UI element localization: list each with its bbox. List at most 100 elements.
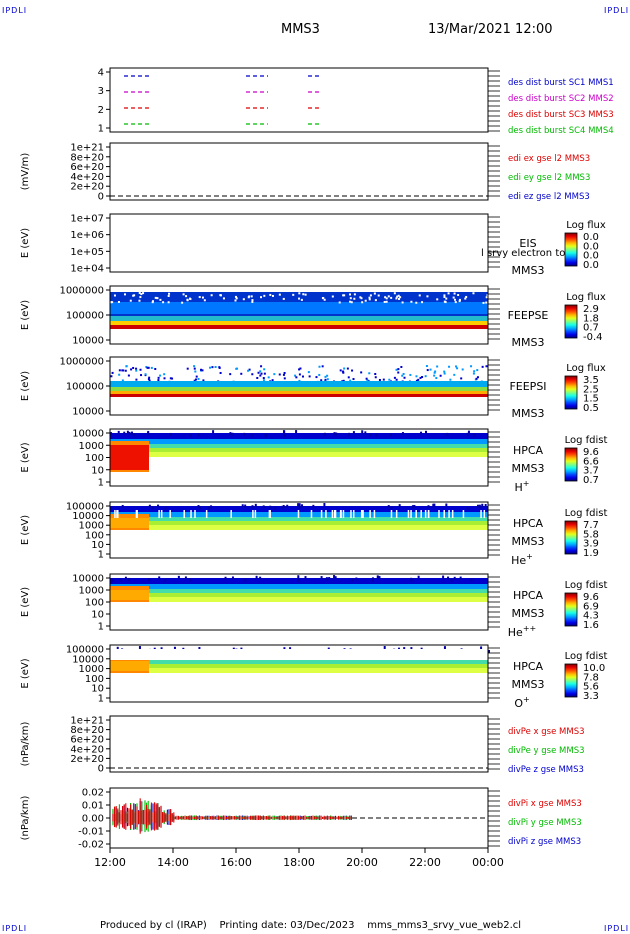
flux-speck — [118, 373, 121, 376]
flux-speck — [436, 365, 439, 368]
flux-speck — [294, 374, 297, 377]
spectrum-speck — [244, 504, 247, 508]
y-tick-label: 1e+06 — [70, 230, 104, 241]
flux-speck — [171, 377, 174, 380]
flux-speck — [168, 292, 171, 295]
y-tick-label: 1 — [98, 478, 104, 489]
y-tick-label: 4 — [98, 68, 104, 79]
y-tick-label: 1000 — [79, 441, 104, 452]
flux-speck — [315, 376, 318, 379]
flux-speck — [140, 293, 143, 296]
spectrum-speck — [160, 647, 163, 651]
spectrum-speck — [411, 505, 414, 509]
flux-speck — [142, 292, 145, 295]
y-axis-label: E (eV) — [20, 300, 31, 330]
colorbar-label: 9.6 — [583, 447, 599, 458]
spectrum-speck — [364, 431, 367, 435]
spectrum-speck — [124, 576, 127, 580]
spectrum-gap — [410, 510, 412, 518]
y-axis-label: E (eV) — [20, 371, 31, 401]
flux-speck — [121, 379, 124, 382]
spectrum-gap — [160, 510, 163, 518]
flux-speck — [123, 293, 126, 296]
colorbar-label: 0.0 — [583, 232, 599, 243]
spectrum-gap — [451, 510, 454, 518]
spectrum-speck — [467, 430, 470, 434]
spectrum-speck — [151, 506, 154, 510]
legend-entry: edi ey gse l2 MMS3 — [508, 173, 590, 183]
y-tick-label: 6e+20 — [70, 162, 104, 173]
spectrum-speck — [325, 577, 328, 581]
flux-speck — [443, 295, 446, 298]
flux-speck — [110, 301, 113, 304]
flux-band — [110, 316, 488, 321]
flux-speck — [201, 369, 204, 372]
spacecraft-title: MMS3 — [281, 22, 320, 37]
spectrum-gap — [158, 510, 160, 518]
colorbar — [564, 663, 578, 698]
flux-speck — [361, 301, 364, 304]
spectrum-gap — [480, 510, 482, 518]
spectrum-band — [110, 433, 488, 441]
colorbar-label: 0.0 — [583, 241, 599, 252]
flux-speck — [359, 296, 362, 299]
flux-speck — [347, 376, 350, 379]
flux-speck — [397, 371, 400, 374]
spectrum-speck — [207, 506, 210, 510]
colorbar-title: Log fdist — [565, 508, 608, 519]
flux-speck — [395, 297, 398, 300]
flux-speck — [403, 376, 406, 379]
spectrum-speck — [398, 504, 401, 508]
spectrum-gap — [169, 510, 171, 518]
flux-speck — [234, 299, 237, 302]
flux-speck — [209, 366, 212, 369]
flux-speck — [250, 295, 253, 298]
spectrum-band — [110, 664, 488, 668]
flux-speck — [110, 375, 113, 378]
spectrum-speck — [297, 575, 300, 579]
spectrum-speck — [466, 432, 469, 436]
datetime-title: 13/Mar/2021 12:00 — [428, 22, 553, 37]
spectrum-speck — [371, 578, 374, 582]
spectrum-speck — [130, 431, 133, 435]
colorbar-label: 6.6 — [583, 456, 599, 467]
flux-speck — [167, 301, 170, 304]
legend-entry: des dist burst SC4 MMS4 — [508, 126, 614, 136]
flux-speck — [145, 365, 148, 368]
spectrum-speck — [198, 647, 201, 651]
flux-speck — [397, 294, 400, 297]
flux-speck — [425, 365, 428, 368]
spectrum-speck — [447, 576, 450, 580]
spectrum-speck — [333, 432, 336, 436]
flux-speck — [321, 365, 324, 368]
y-tick-label: 0.02 — [82, 788, 104, 799]
flux-speck — [395, 378, 398, 381]
flux-speck — [426, 295, 429, 298]
flux-speck — [476, 376, 479, 379]
flux-speck — [342, 379, 345, 382]
spectrum-speck — [361, 430, 364, 434]
flux-speck — [374, 376, 377, 379]
flux-speck — [111, 301, 114, 304]
flux-speck — [382, 378, 385, 381]
early-block — [110, 445, 149, 470]
spectrum-speck — [323, 432, 326, 436]
spacecraft-label: MMS3 — [512, 336, 545, 349]
flux-band — [110, 394, 488, 397]
spectrum-gap — [415, 510, 417, 518]
spectrum-speck — [413, 504, 416, 508]
flux-speck — [138, 292, 141, 295]
y-tick-label: 1e+07 — [70, 214, 104, 225]
spectrum-speck — [445, 503, 448, 507]
legend-entry: edi ez gse l2 MMS3 — [508, 192, 590, 202]
flux-speck — [122, 369, 125, 372]
spectrum-gap — [424, 510, 427, 518]
y-tick-label: 100000 — [66, 311, 104, 322]
instrument-label: HPCA — [513, 517, 544, 530]
y-axis-label: E (eV) — [20, 228, 31, 258]
spectrum-gap — [438, 510, 440, 518]
y-tick-label: 4e+20 — [70, 744, 104, 755]
spectrum-speck — [466, 506, 469, 510]
flux-speck — [458, 298, 461, 301]
